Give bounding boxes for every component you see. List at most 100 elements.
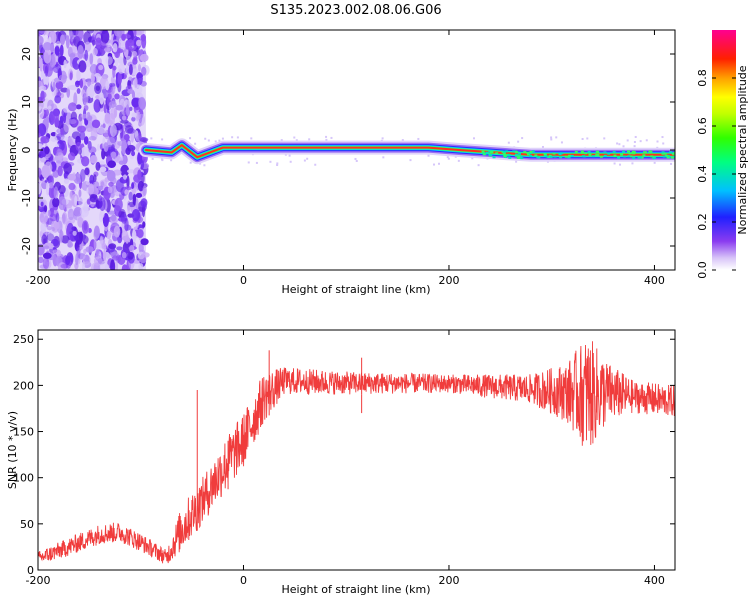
noise-blob bbox=[113, 225, 121, 238]
signal-texture bbox=[652, 157, 656, 160]
noise-blob bbox=[124, 125, 134, 134]
snr-x-tick-label: 200 bbox=[438, 574, 459, 587]
noise-blob bbox=[114, 197, 123, 212]
noise-blob bbox=[89, 174, 95, 185]
noise-blob bbox=[105, 80, 110, 91]
spectrogram-speckle bbox=[541, 145, 544, 148]
noise-blob bbox=[110, 214, 117, 222]
noise-blob bbox=[121, 115, 127, 121]
noise-blob bbox=[76, 69, 81, 81]
snr-y-tick-label: 200 bbox=[13, 379, 34, 392]
spectrogram-speckle bbox=[521, 137, 524, 140]
signal-texture bbox=[661, 152, 665, 155]
noise-blob bbox=[125, 147, 131, 155]
signal-texture bbox=[633, 151, 637, 154]
signal-texture bbox=[512, 150, 516, 153]
noise-blob bbox=[138, 242, 144, 254]
noise-blob bbox=[67, 152, 76, 161]
figure-title: S135.2023.002.08.06.G06 bbox=[270, 3, 441, 18]
signal-texture bbox=[502, 150, 506, 153]
signal-texture bbox=[488, 150, 492, 153]
signal-texture bbox=[567, 156, 571, 159]
noise-blob bbox=[99, 208, 105, 219]
noise-blob bbox=[114, 93, 120, 100]
noise-blob bbox=[91, 119, 101, 129]
noise-blob bbox=[108, 82, 116, 88]
signal-texture bbox=[661, 151, 665, 154]
noise-blob bbox=[67, 239, 72, 248]
noise-blob bbox=[63, 112, 67, 124]
colorbar-tick-label: 0.0 bbox=[696, 261, 709, 279]
noise-blob bbox=[83, 136, 89, 145]
noise-blob bbox=[60, 127, 64, 136]
noise-blob bbox=[67, 208, 75, 221]
colorbar: 0.0 0.2 0.4 0.6 0.8 Normalized spectral ampl… bbox=[696, 30, 749, 279]
signal-texture bbox=[670, 156, 674, 159]
noise-blob bbox=[117, 64, 126, 74]
noise-blob bbox=[45, 181, 50, 196]
spectrogram-speckle bbox=[204, 137, 207, 140]
noise-blob bbox=[40, 91, 47, 99]
noise-blob bbox=[131, 229, 137, 243]
colorbar-tick-label: 0.2 bbox=[696, 213, 709, 231]
noise-blob bbox=[58, 196, 67, 211]
noise-blob bbox=[122, 174, 127, 180]
noise-blob bbox=[69, 72, 73, 81]
noise-blob bbox=[137, 169, 142, 181]
signal-texture bbox=[508, 156, 512, 159]
noise-blob bbox=[128, 76, 133, 81]
noise-blob bbox=[116, 246, 123, 251]
spectrogram-speckle bbox=[438, 162, 441, 165]
noise-blob bbox=[76, 88, 81, 94]
noise-blob bbox=[38, 183, 42, 195]
spectrogram-speckle bbox=[289, 160, 292, 163]
spectrogram-speckle bbox=[633, 145, 636, 148]
noise-blob bbox=[127, 89, 135, 95]
signal-texture bbox=[482, 153, 486, 156]
signal-texture bbox=[492, 156, 496, 159]
noise-blob bbox=[42, 257, 50, 270]
noise-blob bbox=[132, 57, 138, 65]
noise-blob bbox=[96, 127, 106, 135]
noise-blob bbox=[39, 57, 43, 72]
signal-texture bbox=[640, 156, 644, 159]
spectrogram-speckle bbox=[207, 139, 210, 142]
noise-blob bbox=[118, 160, 125, 165]
signal-texture bbox=[568, 154, 572, 157]
noise-blob bbox=[106, 230, 112, 240]
noise-blob bbox=[112, 65, 116, 78]
noise-blob bbox=[71, 131, 81, 140]
spectrogram-ylabel: Frequency (Hz) bbox=[6, 109, 19, 192]
noise-blob bbox=[59, 34, 66, 46]
noise-blob bbox=[66, 87, 71, 98]
signal-texture bbox=[622, 150, 626, 153]
noise-blob bbox=[131, 97, 140, 108]
noise-blob bbox=[121, 230, 129, 241]
noise-blob bbox=[104, 46, 111, 53]
spectrogram-speckle bbox=[633, 140, 636, 143]
signal-texture bbox=[574, 150, 578, 153]
noise-blob bbox=[39, 85, 47, 91]
noise-blob bbox=[38, 256, 44, 264]
signal-texture bbox=[531, 150, 535, 153]
noise-blob bbox=[123, 99, 131, 108]
spectrogram-speckle bbox=[247, 161, 250, 164]
noise-blob bbox=[38, 30, 46, 34]
signal-texture bbox=[587, 150, 591, 153]
noise-blob bbox=[99, 166, 107, 173]
signal-texture bbox=[607, 152, 611, 155]
noise-blob bbox=[121, 264, 128, 270]
noise-blob bbox=[98, 160, 105, 166]
spectrogram-speckle bbox=[661, 136, 664, 139]
noise-blob bbox=[48, 105, 52, 110]
spectrogram-speckle bbox=[306, 157, 309, 160]
spectrogram-speckle bbox=[471, 157, 474, 160]
spectrogram-speckle bbox=[284, 153, 287, 156]
signal-texture bbox=[534, 154, 538, 157]
noise-blob bbox=[108, 100, 117, 108]
spectrogram-speckle bbox=[303, 159, 306, 162]
noise-blob bbox=[89, 154, 98, 164]
signal-texture bbox=[666, 154, 670, 157]
noise-blob bbox=[83, 31, 92, 45]
spectrogram-speckle bbox=[161, 158, 164, 161]
